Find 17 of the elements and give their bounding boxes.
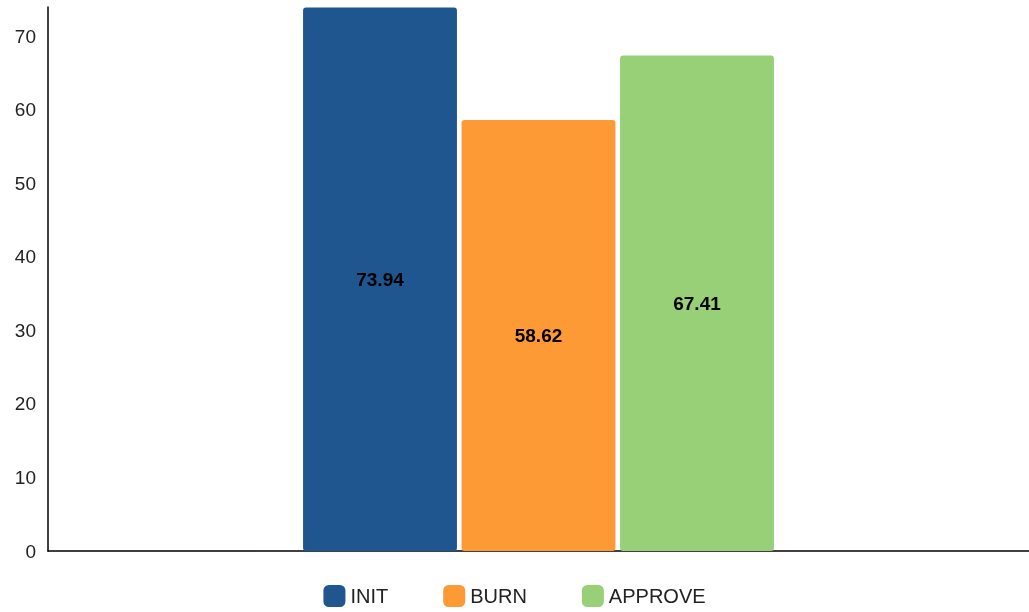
y-tick-label: 0: [25, 540, 36, 562]
bar: [620, 55, 774, 551]
legend-label: APPROVE: [608, 585, 706, 607]
data-label: 73.94: [356, 268, 405, 290]
data-label: 67.41: [673, 292, 722, 314]
legend-label: INIT: [350, 585, 389, 607]
y-tick-label: 60: [14, 99, 36, 121]
y-tick-label: 40: [14, 246, 36, 268]
y-tick-label: 50: [14, 172, 36, 194]
y-tick-label: 70: [14, 25, 36, 47]
y-tick-label: 20: [14, 393, 36, 415]
y-tick-label: 10: [14, 466, 36, 488]
legend-label: BURN: [470, 585, 527, 607]
data-label: 58.62: [514, 325, 563, 347]
bar: [461, 120, 616, 551]
bar: [303, 7, 457, 551]
y-tick-label: 30: [14, 319, 36, 341]
